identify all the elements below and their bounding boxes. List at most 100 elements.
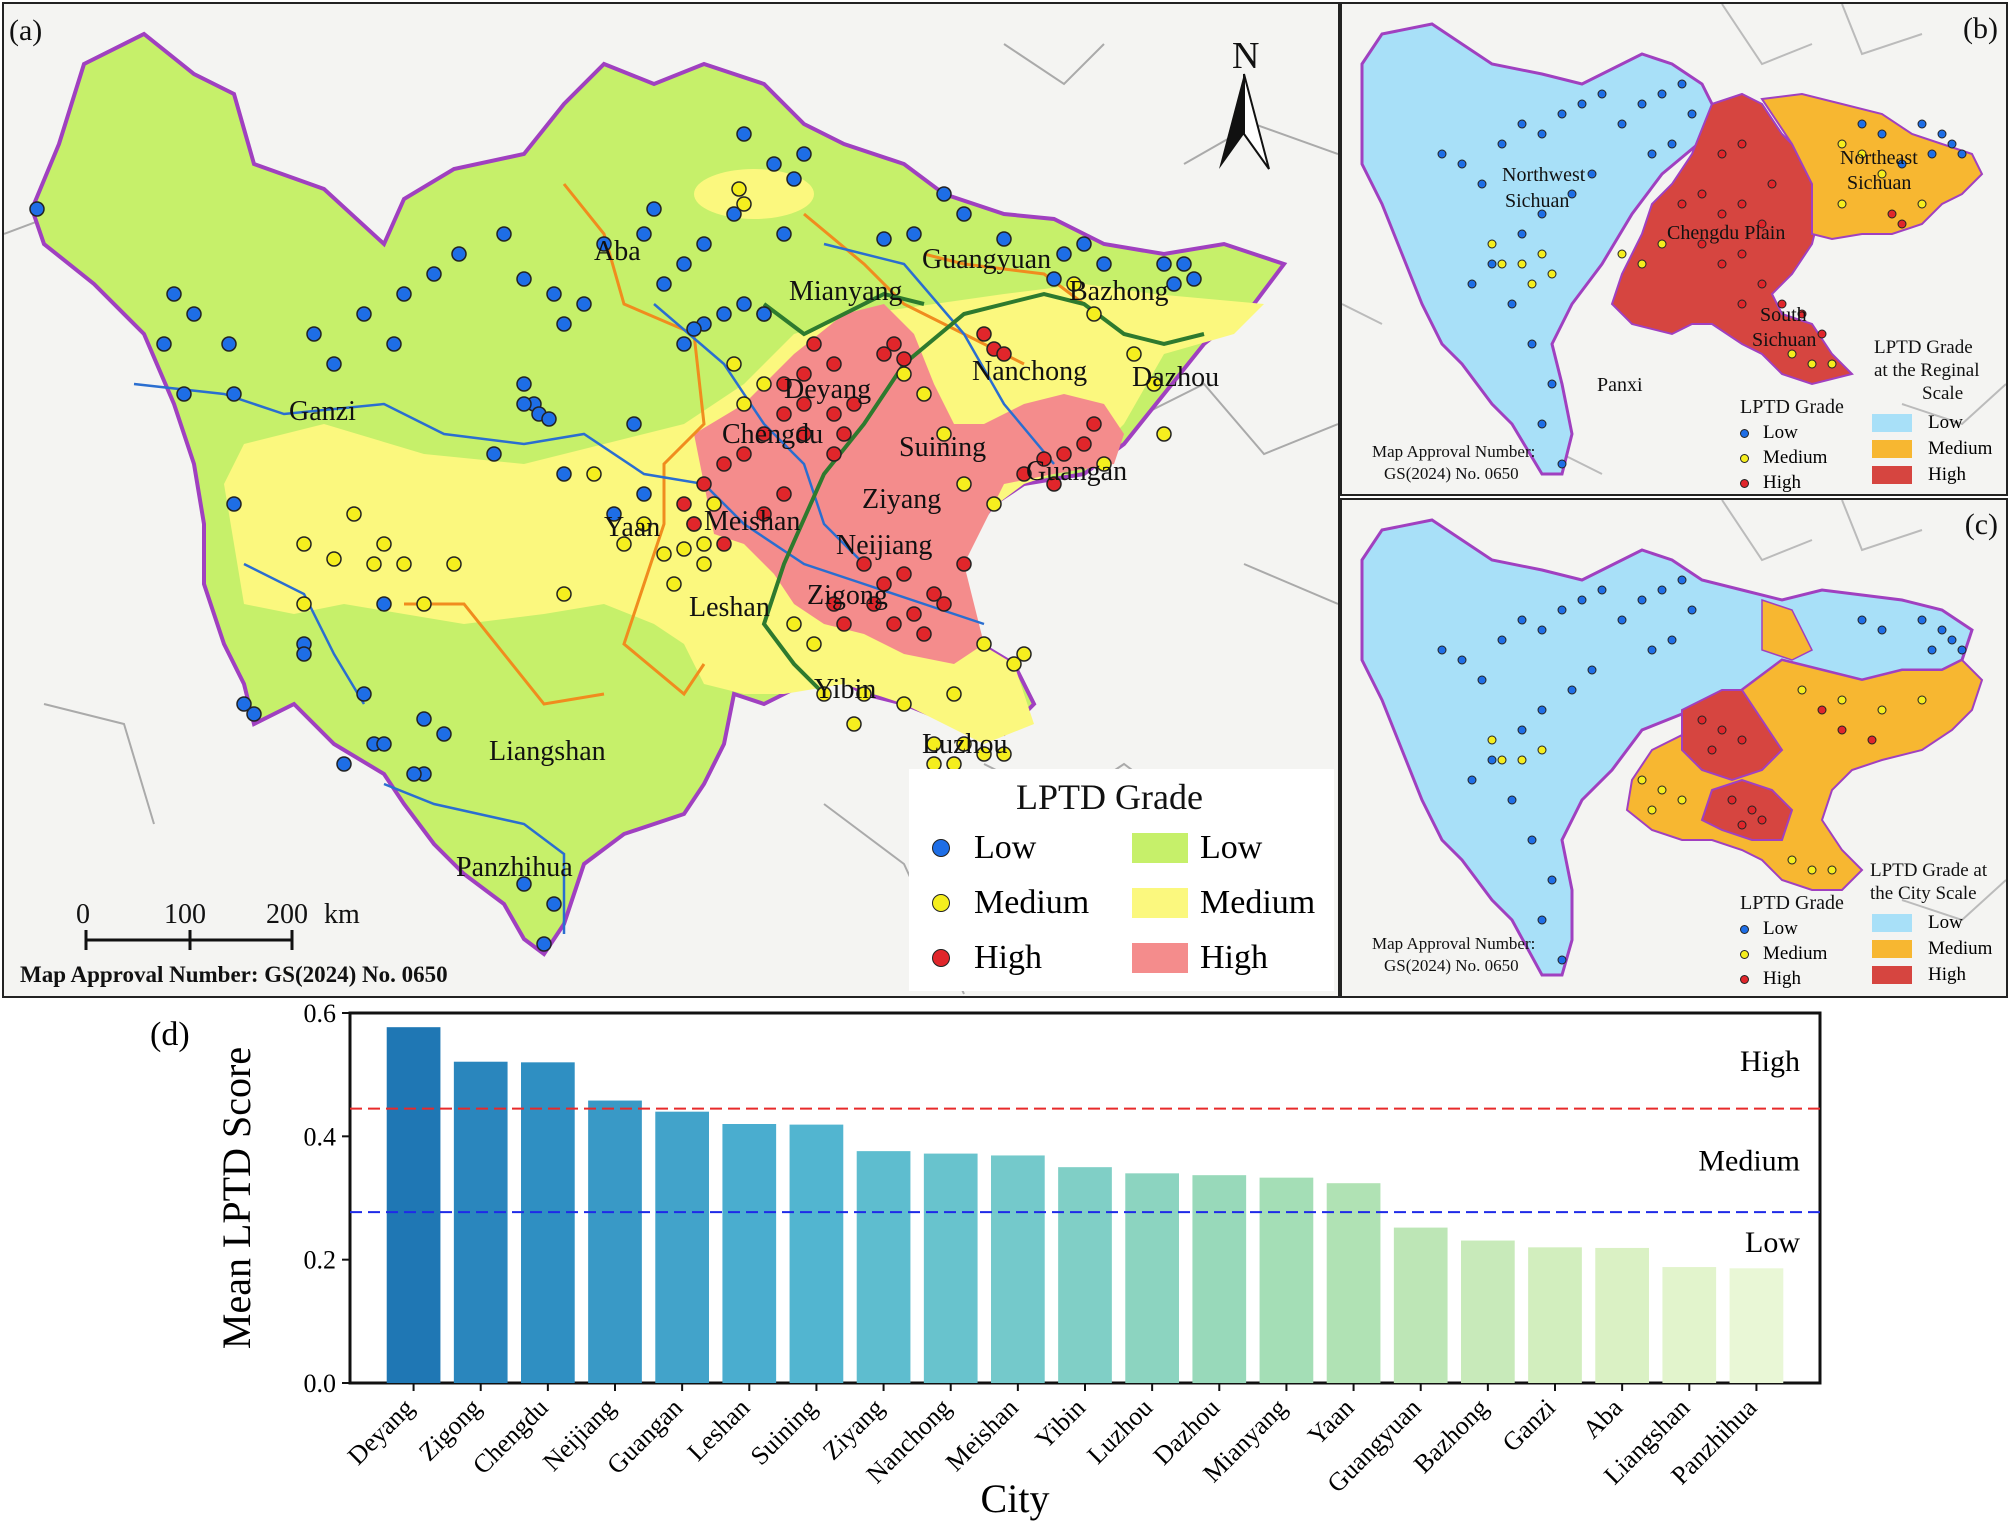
bar-chengdu bbox=[521, 1062, 575, 1383]
bar-ziyang bbox=[856, 1151, 911, 1383]
legend-title-a: LPTD Grade bbox=[1016, 777, 1203, 817]
approval-b-2: GS(2024) No. 0650 bbox=[1384, 464, 1519, 483]
legend-high-dot-label: High bbox=[974, 939, 1042, 976]
bar-aba bbox=[1595, 1247, 1649, 1383]
city-label-aba: Aba bbox=[594, 236, 641, 267]
legend-c-high-area: High bbox=[1872, 964, 1966, 986]
x-tick-label: Meishan bbox=[940, 1393, 1024, 1477]
y-tick-label: 0.6 bbox=[304, 999, 337, 1028]
bar-panzhihua bbox=[1729, 1268, 1784, 1383]
city-label-nanchong: Nanchong bbox=[972, 356, 1088, 387]
x-tick-label: Yibin bbox=[1030, 1393, 1091, 1454]
legend-b-low-area: Low bbox=[1872, 412, 1963, 434]
bar-neijiang bbox=[588, 1100, 642, 1383]
map-panel-b: (b) Northwest Sichuan Northeast Sichuan … bbox=[1340, 2, 2008, 496]
city-label-neijiang: Neijiang bbox=[836, 530, 933, 561]
bar-luzhou bbox=[1125, 1173, 1179, 1383]
legend-medium-area-label: Medium bbox=[1200, 884, 1316, 921]
legend-c-area-title-1: LPTD Grade at bbox=[1870, 860, 1988, 881]
scale-bar bbox=[84, 930, 294, 950]
y-tick-label: 0.0 bbox=[304, 1369, 337, 1398]
legend-b-medium-area-label: Medium bbox=[1928, 438, 1993, 459]
city-label-zigong: Zigong bbox=[807, 580, 888, 611]
region-label-south: South bbox=[1760, 304, 1807, 326]
map-a-drawing bbox=[4, 31, 1338, 995]
map-c-drawing bbox=[1360, 500, 2006, 977]
bar-suining bbox=[789, 1124, 844, 1383]
medium-dots-c bbox=[1487, 685, 1927, 875]
north-label: N bbox=[1232, 35, 1260, 77]
map-panel-a: (a) N Aba Ganzi Mianyang Guangyuan Bazho… bbox=[2, 2, 1340, 998]
bar-zigong bbox=[453, 1061, 508, 1383]
city-label-dazhou: Dazhou bbox=[1132, 362, 1220, 393]
legend-c-low-area-label: Low bbox=[1928, 912, 1963, 933]
legend-low-dot: Low bbox=[932, 829, 1036, 867]
bar-liangshan bbox=[1662, 1267, 1717, 1383]
region-label-northeast: Northeast bbox=[1840, 147, 1918, 169]
city-label-ganzi: Ganzi bbox=[289, 396, 356, 427]
legend-b-low-dot-label: Low bbox=[1763, 422, 1798, 443]
bar-chart-d: (d)DeyangZigongChengduNeijiangGuanganLes… bbox=[150, 999, 1822, 1521]
legend-c-area-title-2: the City Scale bbox=[1870, 883, 1977, 904]
high-area-a bbox=[694, 304, 1124, 664]
city-label-panzhihua: Panzhihua bbox=[456, 852, 573, 883]
scale-unit: km bbox=[324, 899, 360, 930]
bar-guangyuan bbox=[1393, 1227, 1448, 1383]
x-tick-label: Ganzi bbox=[1497, 1393, 1561, 1457]
x-tick-label: Aba bbox=[1577, 1393, 1628, 1444]
x-axis-title: City bbox=[981, 1476, 1050, 1521]
x-tick-label: Leshan bbox=[682, 1393, 756, 1467]
x-tick-label: Guangan bbox=[601, 1393, 688, 1480]
y-axis-title: Mean LPTD Score bbox=[214, 1047, 259, 1349]
legend-c-low-dot-label: Low bbox=[1763, 918, 1798, 939]
panel-d-tag: (d) bbox=[150, 1016, 190, 1053]
legend-b-medium-dot: Medium bbox=[1740, 447, 1827, 469]
region-high-c bbox=[1681, 689, 1784, 782]
legend-b-high-dot: High bbox=[1740, 472, 1801, 494]
low-dots-c bbox=[1437, 575, 1967, 965]
x-tick-label: Luzhou bbox=[1081, 1393, 1158, 1470]
low-dots-a bbox=[29, 126, 1202, 952]
map-approval-a: Map Approval Number: GS(2024) No. 0650 bbox=[20, 962, 448, 987]
legend-c-points-title: LPTD Grade bbox=[1740, 892, 1844, 914]
city-label-chengdu: Chengdu bbox=[722, 419, 824, 450]
y-tick-label: 0.2 bbox=[304, 1246, 337, 1275]
legend-c-medium-dot-label: Medium bbox=[1763, 943, 1828, 964]
high-dots-a bbox=[676, 326, 1102, 642]
x-tick-label: Chengdu bbox=[467, 1393, 554, 1480]
legend-c-low-area: Low bbox=[1872, 912, 1963, 934]
region-medium-b bbox=[1760, 92, 1984, 241]
band-label-low: Low bbox=[1745, 1226, 1800, 1259]
panel-a-tag: (a) bbox=[9, 14, 43, 47]
bar-nanchong bbox=[923, 1153, 978, 1383]
region-label-panxi: Panxi bbox=[1597, 374, 1643, 396]
legend-b-medium-dot-label: Medium bbox=[1763, 447, 1828, 468]
city-label-deyang: Deyang bbox=[784, 374, 872, 405]
bar-ganzi bbox=[1528, 1247, 1582, 1383]
legend-c-high-dot-label: High bbox=[1763, 968, 1801, 989]
legend-low-area: Low bbox=[1132, 829, 1262, 867]
legend-b-low-dot: Low bbox=[1740, 422, 1798, 444]
city-label-leshan: Leshan bbox=[689, 592, 770, 623]
region-label-northwest-2: Sichuan bbox=[1505, 190, 1570, 212]
region-label-northwest: Northwest bbox=[1502, 164, 1586, 186]
bar-yaan bbox=[1326, 1183, 1381, 1383]
legend-b-area-title-2: at the Reginal bbox=[1874, 360, 1980, 381]
bar-yibin bbox=[1058, 1167, 1112, 1383]
legend-c-medium-area: Medium bbox=[1872, 938, 1992, 960]
city-label-mianyang: Mianyang bbox=[789, 276, 903, 307]
legend-b-high-area: High bbox=[1872, 464, 1966, 486]
map-b-drawing bbox=[1342, 4, 2006, 476]
city-label-guangyuan: Guangyuan bbox=[922, 244, 1052, 275]
scale-tick-0: 0 bbox=[76, 899, 90, 930]
legend-c-low-dot: Low bbox=[1740, 918, 1798, 940]
x-tick-label: Deyang bbox=[342, 1393, 420, 1471]
city-label-ziyang: Ziyang bbox=[862, 484, 942, 515]
approval-b-1: Map Approval Number: bbox=[1372, 442, 1536, 461]
north-arrow-icon bbox=[1219, 74, 1244, 169]
legend-b-points-title: LPTD Grade bbox=[1740, 396, 1844, 418]
approval-c-1: Map Approval Number: bbox=[1372, 934, 1536, 953]
legend-c-medium-area-label: Medium bbox=[1928, 938, 1993, 959]
legend-c-high-area-label: High bbox=[1928, 964, 1966, 985]
band-label-high: High bbox=[1740, 1045, 1800, 1078]
